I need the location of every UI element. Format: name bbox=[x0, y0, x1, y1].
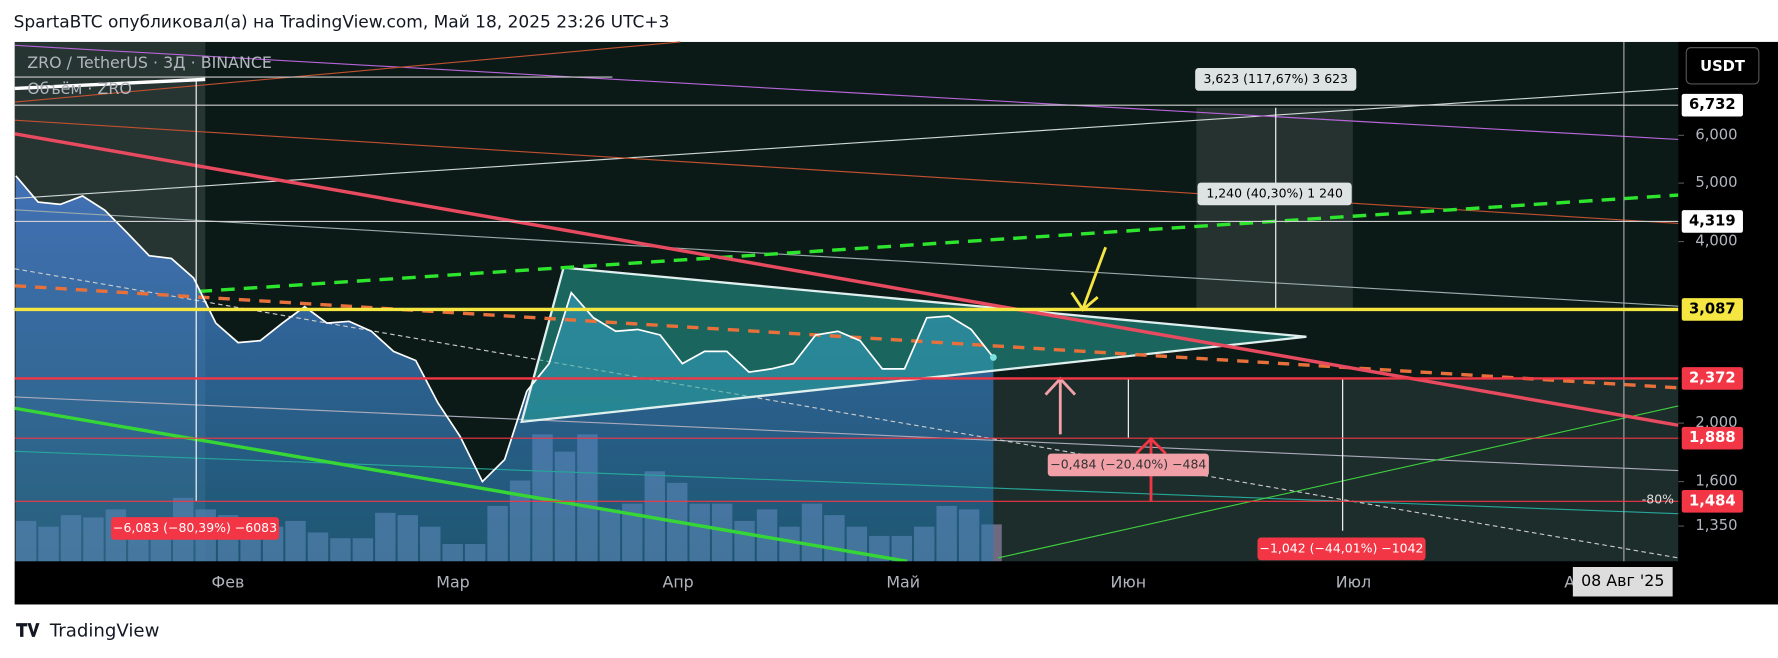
range-box bbox=[1196, 107, 1353, 309]
drawings bbox=[14, 41, 1679, 564]
dashed-line bbox=[14, 284, 1679, 390]
last-point bbox=[989, 354, 997, 361]
y-tick-label: 6,000 bbox=[1695, 126, 1737, 143]
y-tick-label: 2,000 bbox=[1695, 414, 1737, 431]
price-label: 1,484 bbox=[1689, 492, 1736, 509]
price-label-bg bbox=[1681, 298, 1743, 321]
x-tick-label: Июн bbox=[1111, 572, 1147, 591]
trend-line bbox=[14, 44, 1679, 141]
currency-button[interactable] bbox=[1685, 47, 1760, 85]
annotation: 3,623 (117,67%) 3 623 bbox=[1203, 71, 1348, 86]
price-label: 6,732 bbox=[1689, 96, 1736, 113]
trend-line bbox=[14, 396, 1679, 472]
trend-line bbox=[14, 41, 681, 103]
date-label: 08 Авг '25 bbox=[1581, 571, 1664, 590]
price-line bbox=[15, 175, 995, 484]
overlay: 6,000 5,000 4,000 2,000 1,600 1,350 6,732 4,319… bbox=[111, 68, 1743, 597]
trend-line bbox=[997, 405, 1679, 559]
price-label-bg bbox=[1681, 426, 1743, 450]
canvas: SpartaBTC опубликовал(а) на TradingView.… bbox=[14, 13, 1778, 642]
header: SpartaBTC опубликовал(а) на TradingView.… bbox=[14, 13, 670, 33]
footer: TradingView bbox=[49, 621, 160, 642]
dashed-line bbox=[198, 193, 1679, 294]
x-tick-label: Май bbox=[886, 572, 920, 591]
price-label: 4,319 bbox=[1689, 212, 1736, 229]
time-axis bbox=[14, 561, 1679, 605]
x-tick-label: Мар bbox=[436, 572, 469, 591]
y-tick-label: 1,600 bbox=[1695, 473, 1737, 490]
currency[interactable]: USDT bbox=[1700, 58, 1745, 75]
price-label: 2,372 bbox=[1689, 369, 1736, 386]
trend-line bbox=[14, 132, 1679, 427]
logo: 𝐓𝐕 bbox=[16, 621, 41, 642]
x-tick-label: Апр bbox=[662, 572, 693, 591]
annotation-bg bbox=[1195, 68, 1357, 91]
annotation: 1,240 (40,30%) 1 240 bbox=[1206, 185, 1343, 200]
volume-title: Объём · ZRO bbox=[27, 79, 132, 98]
y-tick-label: 4,000 bbox=[1695, 233, 1737, 250]
annotation: −6,083 (−80,39%) −6083 bbox=[113, 520, 277, 535]
y-tick-label: 1,350 bbox=[1695, 517, 1737, 534]
annotation-bg bbox=[1047, 453, 1209, 477]
x-tick-label: Июл bbox=[1336, 572, 1371, 591]
trend-line bbox=[14, 209, 1679, 307]
price-label-bg bbox=[1681, 489, 1743, 513]
annotation: −1,042 (−44,01%) −1042 bbox=[1260, 540, 1424, 555]
x-tick-label: Фев bbox=[212, 572, 245, 591]
annotation-bg bbox=[111, 517, 280, 540]
annotation-bg bbox=[1197, 182, 1352, 206]
annotation: −0,484 (−20,40%) −484 bbox=[1050, 456, 1206, 471]
symbol-title: ZRO / TetherUS · 3Д · BINANCE bbox=[27, 53, 272, 72]
price-label-bg bbox=[1681, 210, 1743, 233]
price-area bbox=[15, 175, 994, 562]
trend-line bbox=[14, 119, 1679, 224]
price-label: 3,087 bbox=[1689, 300, 1736, 317]
trend-line bbox=[14, 450, 1679, 515]
annotation: -80% bbox=[1642, 492, 1674, 507]
date-label-bg bbox=[1572, 567, 1673, 597]
trend-line bbox=[14, 77, 206, 91]
annotation-bg bbox=[1257, 537, 1426, 561]
price-label: 1,888 bbox=[1689, 429, 1736, 446]
price-label-bg bbox=[1681, 367, 1743, 390]
price-label-bg bbox=[1681, 93, 1743, 117]
y-tick-label: 5,000 bbox=[1695, 174, 1737, 191]
trend-line bbox=[14, 87, 1679, 200]
trend-line bbox=[14, 406, 908, 564]
